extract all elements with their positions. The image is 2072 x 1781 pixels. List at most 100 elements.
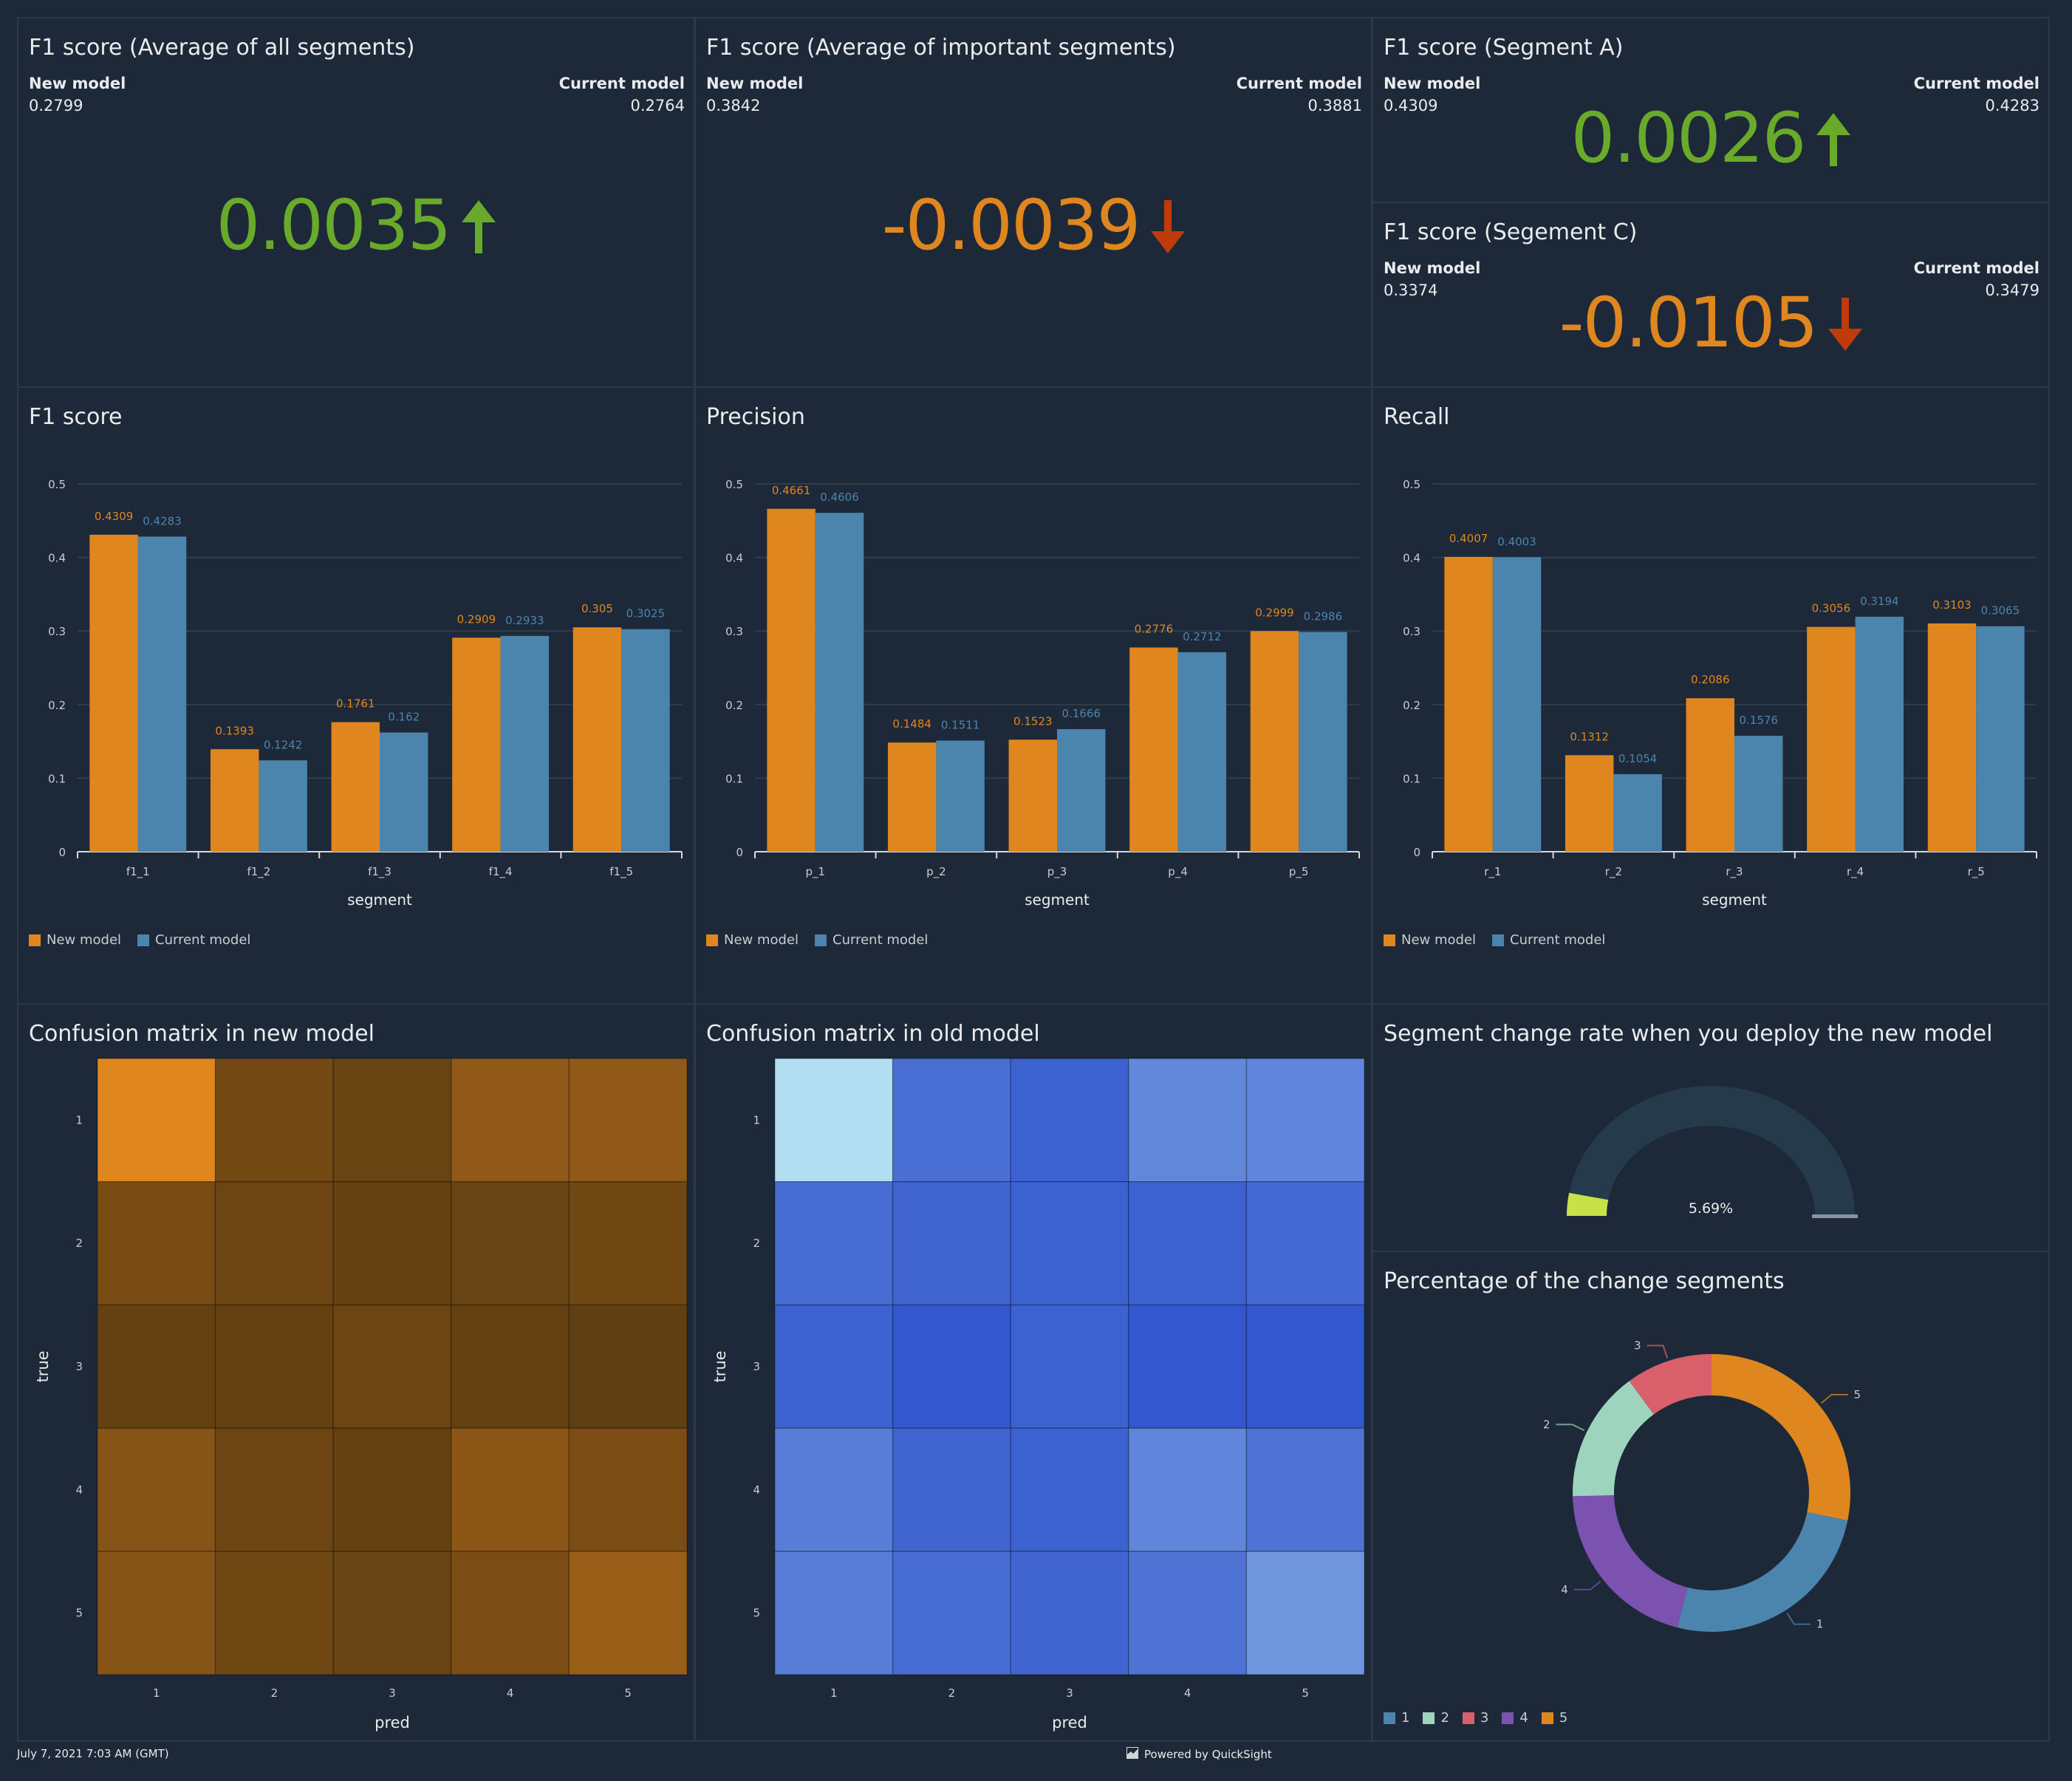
kpi-panel-avg-important[interactable]: F1 score (Average of important segments)… — [694, 17, 1372, 388]
y-tick-label: 0 — [736, 846, 743, 859]
y-tick-label: 0.4 — [1403, 552, 1420, 565]
bar-data-label: 0.1666 — [1061, 707, 1101, 720]
donut-slice-label: 5 — [1854, 1388, 1861, 1401]
arrow-up-icon — [462, 190, 496, 270]
bar-data-label: 0.4003 — [1497, 535, 1536, 548]
legend-swatch — [1462, 1712, 1474, 1724]
legend-item-current-model[interactable]: Current model — [1492, 932, 1605, 948]
donut-slice-2 — [1573, 1381, 1654, 1497]
current-model-value: 0.4283 — [1985, 97, 2039, 114]
current-model-label: Current model — [1913, 259, 2039, 277]
heatmap-cell — [451, 1427, 570, 1552]
kpi-panel-avg-all[interactable]: F1 score (Average of all segments) New m… — [17, 17, 695, 388]
heatmap-cell — [97, 1304, 216, 1429]
chart-panel-cm-new[interactable]: Confusion matrix in new model 1 2 3 4 5 1 2 3 4 5… — [17, 1003, 695, 1742]
legend-label: 2 — [1440, 1710, 1449, 1726]
heatmap-cell — [332, 1427, 452, 1552]
heatmap-cell — [892, 1058, 1011, 1183]
legend-item-5[interactable]: 5 — [1541, 1710, 1567, 1726]
bar-data-label: 0.4661 — [772, 484, 811, 497]
donut-slice-label: 2 — [1543, 1418, 1550, 1431]
new-model-label: New model — [1384, 75, 1481, 92]
bar-data-label: 0.2999 — [1255, 606, 1294, 619]
donut-slice-5 — [1712, 1354, 1850, 1521]
bar-current-model — [1299, 632, 1347, 852]
chart-panel-gauge[interactable]: Segment change rate when you deploy the … — [1372, 1003, 2050, 1252]
bar-data-label: 0.3025 — [626, 607, 666, 621]
legend-item-3[interactable]: 3 — [1462, 1710, 1488, 1726]
kpi-title: F1 score (Average of all segments) — [29, 35, 415, 61]
heatmap-cell — [568, 1427, 688, 1552]
heatmap-cell — [1245, 1181, 1365, 1306]
legend-item-current-model[interactable]: Current model — [815, 932, 928, 948]
legend-item-1[interactable]: 1 — [1384, 1710, 1409, 1726]
heatmap-cell — [1010, 1551, 1129, 1675]
bar-data-label: 0.1393 — [215, 724, 254, 737]
chart-panel-recall[interactable]: Recall 0 0.1 0.2 0.3 0.4 0.5 0.4007 0.4003 r_1 0.… — [1372, 386, 2050, 1005]
bar-data-label: 0.2776 — [1135, 623, 1174, 636]
legend-item-new-model[interactable]: New model — [706, 932, 799, 948]
x-tick-label: 2 — [948, 1686, 956, 1700]
donut-legend: 1 2 3 4 5 — [1384, 1710, 1567, 1726]
legend-item-new-model[interactable]: New model — [1384, 932, 1476, 948]
bar-current-model — [1177, 652, 1227, 852]
heatmap-cell — [1128, 1181, 1248, 1306]
x-tick-label: r_5 — [1968, 865, 1985, 879]
x-tick-label: r_1 — [1484, 865, 1501, 879]
confusion-matrix-new: 1 2 3 4 5 1 2 3 4 5 pred true — [34, 1058, 688, 1732]
heatmap-cell — [774, 1427, 894, 1552]
f1-bar-chart: 0 0.1 0.2 0.3 0.4 0.5 0.4309 0.4283 f1_1 0.1393 0.… — [48, 478, 683, 909]
heatmap-cell — [451, 1304, 570, 1429]
legend-item-4[interactable]: 4 — [1502, 1710, 1528, 1726]
heatmap-cell — [1245, 1551, 1365, 1675]
heatmap-cell — [892, 1304, 1011, 1429]
y-tick-label: 0.4 — [48, 552, 66, 565]
confusion-matrix-old: 1 2 3 4 5 1 2 3 4 5 pred true — [711, 1058, 1365, 1732]
bar-data-label: 0.1054 — [1618, 752, 1658, 765]
heatmap-cell — [214, 1058, 334, 1183]
bar-data-label: 0.1576 — [1739, 714, 1778, 727]
heatmap-cell — [1128, 1304, 1248, 1429]
x-tick-label: p_5 — [1289, 865, 1309, 879]
heatmap-cell — [568, 1058, 688, 1183]
new-model-value: 0.3842 — [706, 97, 761, 114]
x-axis-title: segment — [1702, 891, 1767, 909]
y-tick-label: 0.3 — [48, 625, 66, 638]
y-tick-label: 0 — [1413, 846, 1420, 859]
heatmap-cell — [332, 1181, 452, 1306]
x-tick-label: p_4 — [1168, 865, 1188, 879]
recall-bar-chart: 0 0.1 0.2 0.3 0.4 0.5 0.4007 0.4003 r_1 0.1312 0.1… — [1403, 478, 2037, 909]
heatmap-cell — [332, 1304, 452, 1429]
legend-item-current-model[interactable]: Current model — [137, 932, 250, 948]
chart-title: Recall — [1384, 404, 1450, 430]
heatmap-cell — [1245, 1058, 1365, 1183]
y-tick-label: 0.5 — [1403, 478, 1420, 491]
bar-data-label: 0.4007 — [1449, 532, 1488, 545]
new-model-value: 0.2799 — [29, 97, 83, 114]
chart-panel-f1[interactable]: F1 score 0 0.1 0.2 0.3 0.4 0.5 0.4309 0.4283 f1_… — [17, 386, 695, 1005]
bar-current-model — [1613, 774, 1662, 852]
heatmap-cell — [451, 1181, 570, 1306]
new-model-label: New model — [706, 75, 804, 92]
kpi-panel-segment-a[interactable]: F1 score (Segment A) New model 0.4309 Cu… — [1372, 17, 2050, 203]
y-tick-label: 0.3 — [725, 625, 743, 638]
heatmap-cell — [1010, 1181, 1129, 1306]
bar-data-label: 0.1242 — [264, 738, 303, 751]
bar-current-model — [137, 536, 187, 852]
chart-panel-precision[interactable]: Precision 0 0.1 0.2 0.3 0.4 0.5 0.4661 0.4606 p_… — [694, 386, 1372, 1005]
kpi-panel-segment-c[interactable]: F1 score (Segement C) New model 0.3374 C… — [1372, 202, 2050, 388]
arrow-down-icon — [1828, 287, 1863, 368]
powered-by[interactable]: Powered by QuickSight — [1126, 1747, 1272, 1762]
y-tick-label: 0.4 — [725, 552, 743, 565]
y-tick-label: 4 — [75, 1483, 83, 1497]
y-tick-label: 0.2 — [1403, 699, 1420, 712]
chart-panel-cm-old[interactable]: Confusion matrix in old model 1 2 3 4 5 1 2 3 4 5… — [694, 1003, 1372, 1742]
legend-swatch — [1384, 1712, 1395, 1724]
segment-change-gauge: 5.69% — [1567, 1086, 1858, 1218]
y-tick-label: 1 — [75, 1113, 83, 1127]
delta-value: -0.0105 — [1559, 283, 1819, 363]
legend-item-new-model[interactable]: New model — [29, 932, 121, 948]
bar-data-label: 0.4283 — [143, 514, 182, 527]
legend-item-2[interactable]: 2 — [1423, 1710, 1449, 1726]
